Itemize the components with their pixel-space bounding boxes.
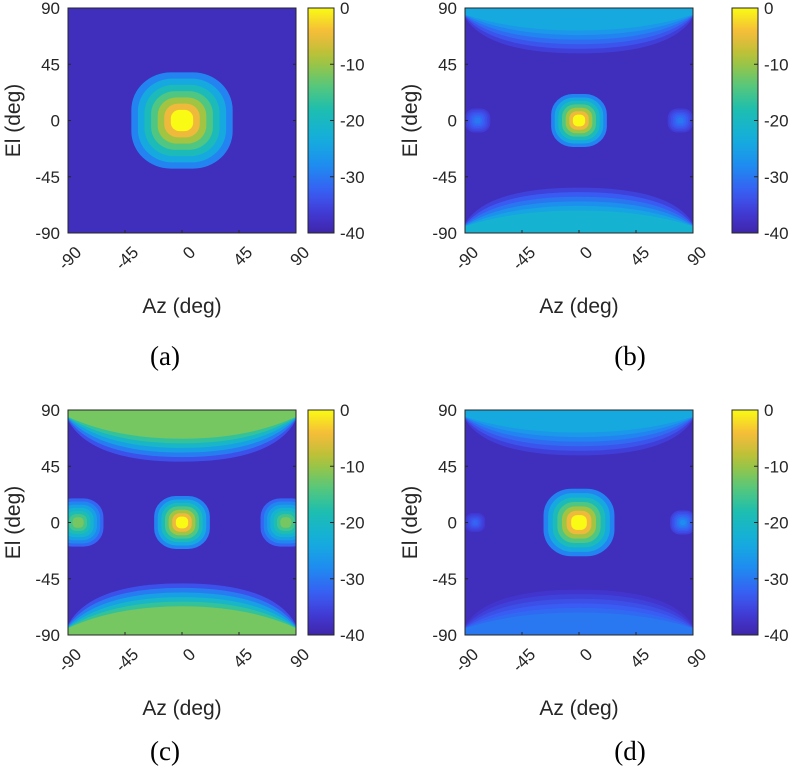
panel-caption: (b) <box>614 341 645 371</box>
colorbar-tick-label: -10 <box>340 457 365 476</box>
colorbar <box>308 410 334 635</box>
x-tick-label: -45 <box>111 645 142 676</box>
panel-caption: (a) <box>150 341 180 371</box>
colorbar-tick-label: -20 <box>340 112 365 131</box>
colorbar-tick-label: -40 <box>340 626 365 645</box>
y-tick-label: 0 <box>448 112 457 131</box>
band-contour-4-6 <box>68 606 296 635</box>
mainlobe-contour-0-6 <box>572 114 586 127</box>
x-tick-label: -90 <box>451 645 482 676</box>
mainlobe-contour-0-6 <box>175 516 189 529</box>
colorbar-tick-label: -40 <box>764 224 789 243</box>
colorbar-tick-label: -10 <box>340 55 365 74</box>
x-tick-label: -90 <box>451 243 482 274</box>
sidelobe-contour-1-6 <box>72 517 84 528</box>
y-tick-label: -90 <box>432 224 457 243</box>
x-tick-label: -90 <box>54 645 85 676</box>
y-tick-label: -45 <box>35 570 60 589</box>
colorbar-tick-label: -20 <box>340 514 365 533</box>
x-tick-label: 90 <box>683 243 710 270</box>
colorbar <box>308 8 334 233</box>
y-tick-label: 90 <box>41 0 60 18</box>
mainlobe-contour-0-6 <box>571 515 587 530</box>
sidelobe-contour-1-6 <box>472 520 478 525</box>
x-tick-label: 0 <box>576 243 596 263</box>
colorbar <box>732 8 758 233</box>
x-tick-label: 45 <box>229 243 256 270</box>
panel-caption: (c) <box>150 736 180 766</box>
y-tick-label: 90 <box>41 401 60 420</box>
colorbar-tick-label: -40 <box>764 626 789 645</box>
x-axis-label: Az (deg) <box>142 295 221 318</box>
x-tick-label: -90 <box>54 243 85 274</box>
colorbar-tick-label: -30 <box>764 168 789 187</box>
band-contour-3-6 <box>68 410 296 439</box>
y-tick-label: 45 <box>438 457 457 476</box>
x-tick-label: -45 <box>508 243 539 274</box>
y-tick-label: -45 <box>432 168 457 187</box>
x-axis-label: Az (deg) <box>539 697 618 720</box>
y-tick-label: -45 <box>432 570 457 589</box>
band-contour-3-6 <box>465 8 693 31</box>
heatmap-panel-a: 90 45 0 -45 -90-90 -45 0 45 90 Az (deg) El (deg) 0 -… <box>2 0 365 371</box>
colorbar <box>732 410 758 635</box>
colorbar-tick-label: -20 <box>764 514 789 533</box>
x-tick-label: 0 <box>179 243 199 263</box>
heatmap-panel-c: 90 45 0 -45 -90-90 -45 0 45 90 Az (deg) El (deg) 0 -… <box>2 401 365 766</box>
y-tick-label: -90 <box>432 626 457 645</box>
x-tick-label: -45 <box>111 243 142 274</box>
y-tick-label: 45 <box>41 457 60 476</box>
x-tick-label: -45 <box>508 645 539 676</box>
colorbar-tick-label: -30 <box>340 168 365 187</box>
panel-caption: (d) <box>614 736 645 766</box>
x-axis-label: Az (deg) <box>142 697 221 720</box>
x-axis-label: Az (deg) <box>539 295 618 318</box>
y-axis-label: El (deg) <box>399 486 422 560</box>
sidelobe-contour-1-6 <box>474 117 481 124</box>
colorbar-tick-label: 0 <box>340 0 349 18</box>
y-tick-label: -45 <box>35 168 60 187</box>
x-tick-label: 90 <box>286 645 313 672</box>
colorbar-tick-label: -20 <box>764 112 789 131</box>
x-tick-label: 0 <box>576 645 596 665</box>
heatmap-panel-d: 90 45 0 -45 -90-90 -45 0 45 90 Az (deg) El (deg) 0 -… <box>399 401 789 766</box>
x-tick-label: 90 <box>683 645 710 672</box>
colorbar-tick-label: -30 <box>340 570 365 589</box>
y-tick-label: 0 <box>51 112 60 131</box>
colorbar-tick-label: -40 <box>340 224 365 243</box>
band-contour-4-6 <box>465 210 693 233</box>
band-contour-4-6 <box>465 612 693 635</box>
heatmap-panel-b: 90 45 0 -45 -90-90 -45 0 45 90 Az (deg) El (deg) 0 -… <box>399 0 789 371</box>
sidelobe-contour-2-6 <box>680 519 686 526</box>
y-tick-label: -90 <box>35 626 60 645</box>
y-tick-label: 45 <box>438 55 457 74</box>
x-tick-label: 45 <box>626 645 653 672</box>
y-tick-label: 0 <box>448 514 457 533</box>
y-tick-label: 45 <box>41 55 60 74</box>
y-axis-label: El (deg) <box>2 486 25 560</box>
colorbar-tick-label: 0 <box>764 0 773 18</box>
y-axis-label: El (deg) <box>2 84 25 158</box>
y-tick-label: 0 <box>51 514 60 533</box>
x-tick-label: 90 <box>286 243 313 270</box>
x-tick-label: 45 <box>626 243 653 270</box>
x-tick-label: 45 <box>229 645 256 672</box>
y-tick-label: 90 <box>438 401 457 420</box>
colorbar-tick-label: -10 <box>764 457 789 476</box>
colorbar-tick-label: 0 <box>340 401 349 420</box>
y-axis-label: El (deg) <box>399 84 422 158</box>
sidelobe-contour-2-6 <box>280 517 292 528</box>
sidelobe-contour-2-6 <box>677 117 684 124</box>
x-tick-label: 0 <box>179 645 199 665</box>
mainlobe-contour-0-6 <box>170 109 194 132</box>
colorbar-tick-label: 0 <box>764 401 773 420</box>
colorbar-tick-label: -10 <box>764 55 789 74</box>
band-contour-3-6 <box>465 410 693 433</box>
colorbar-tick-label: -30 <box>764 570 789 589</box>
y-tick-label: -90 <box>35 224 60 243</box>
y-tick-label: 90 <box>438 0 457 18</box>
